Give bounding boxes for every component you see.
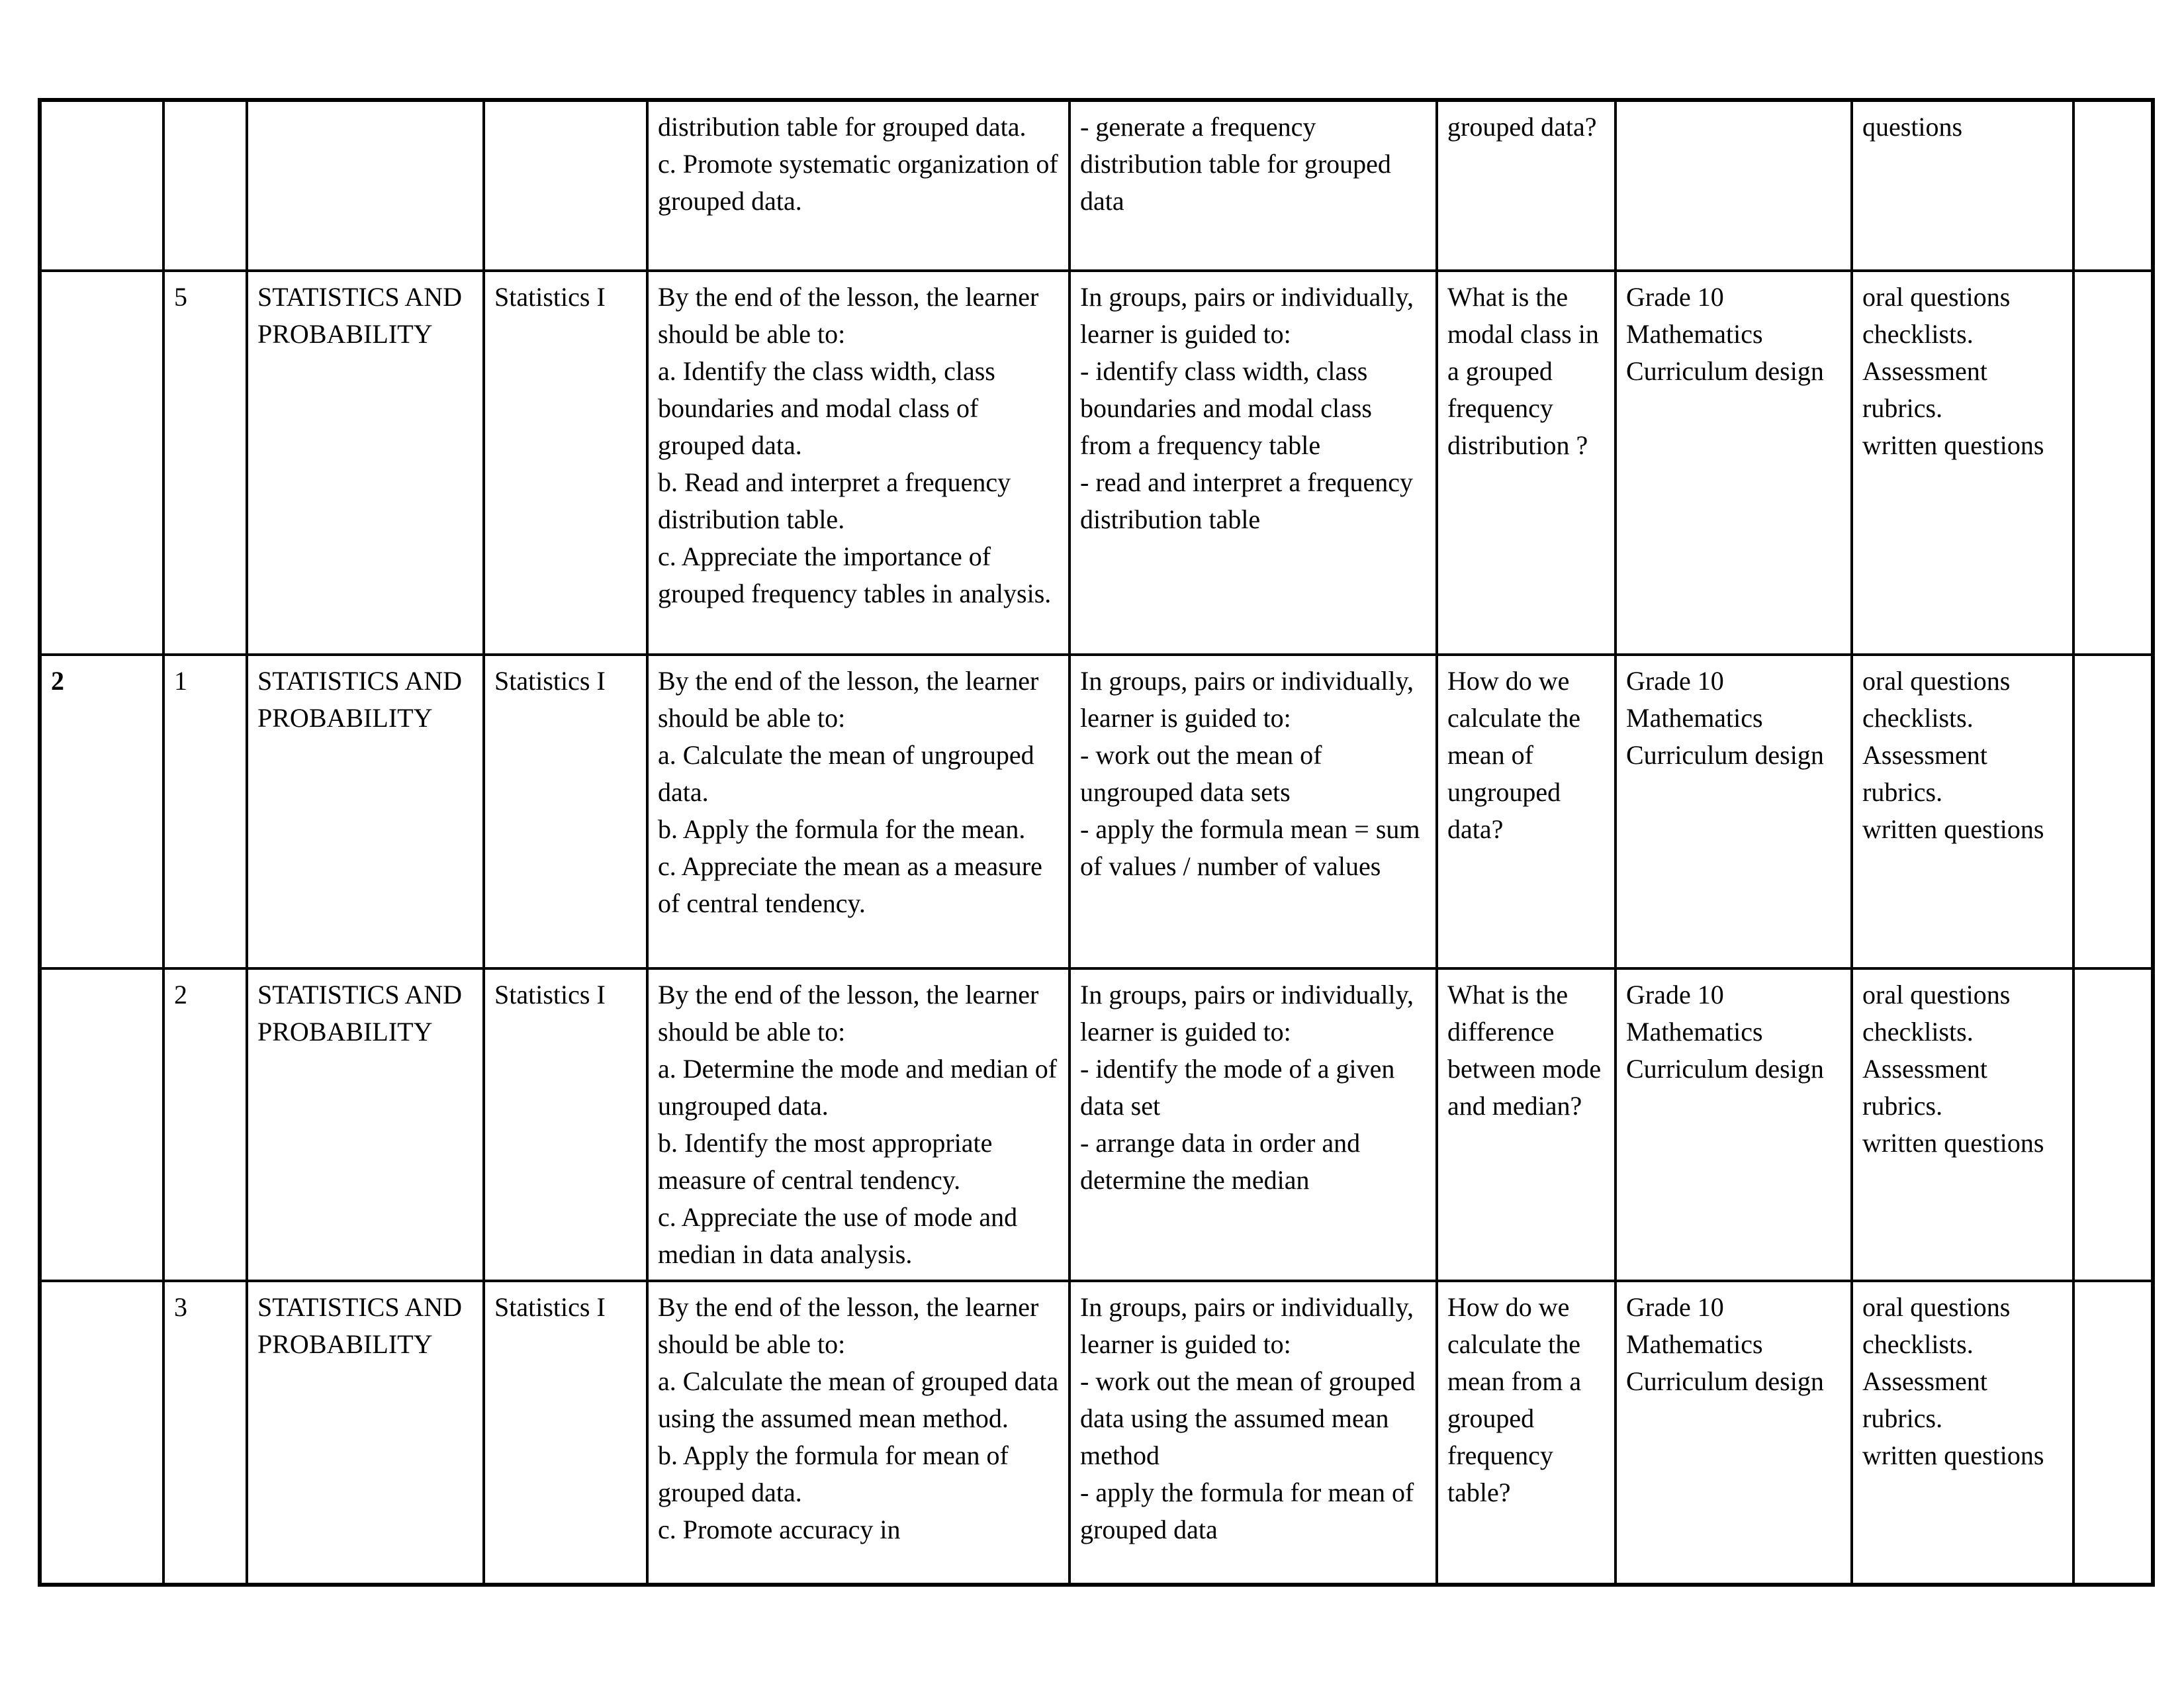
cell-week: 2 <box>38 653 165 970</box>
cell-assessment: oral questions checklists. Assessment ru… <box>1850 1280 2075 1586</box>
cell-assessment: oral questions checklists. Assessment ru… <box>1850 653 2075 970</box>
cell-activities: In groups, pairs or individually, learne… <box>1068 269 1438 656</box>
cell-remarks <box>2072 1280 2154 1586</box>
cell-activities: In groups, pairs or individually, learne… <box>1068 1280 1438 1586</box>
cell-strand: STATISTICS AND PROBABILITY <box>246 653 485 970</box>
cell-substrand: Statistics I <box>482 1280 649 1586</box>
cell-references: Grade 10 Mathematics Curriculum design <box>1614 269 1853 656</box>
table-row: 3 STATISTICS AND PROBABILITY Statistics … <box>38 1280 2154 1586</box>
cell-lesson-number: 1 <box>162 653 248 970</box>
cell-references <box>1614 99 1853 272</box>
cell-substrand: Statistics I <box>482 269 649 656</box>
cell-substrand: Statistics I <box>482 653 649 970</box>
cell-lesson-number: 5 <box>162 269 248 656</box>
cell-objectives: By the end of the lesson, the learner sh… <box>646 653 1071 970</box>
cell-remarks <box>2072 269 2154 656</box>
table-row: 2 STATISTICS AND PROBABILITY Statistics … <box>38 967 2154 1282</box>
cell-assessment: oral questions checklists. Assessment ru… <box>1850 967 2075 1282</box>
cell-assessment: oral questions checklists. Assessment ru… <box>1850 269 2075 656</box>
cell-objectives: By the end of the lesson, the learner sh… <box>646 1280 1071 1586</box>
cell-strand: STATISTICS AND PROBABILITY <box>246 967 485 1282</box>
cell-assessment: questions <box>1850 99 2075 272</box>
cell-activities: In groups, pairs or individually, learne… <box>1068 653 1438 970</box>
cell-objectives: By the end of the lesson, the learner sh… <box>646 269 1071 656</box>
table-row: distribution table for grouped data. c. … <box>38 99 2154 272</box>
cell-inquiry-question: How do we calculate the mean of ungroupe… <box>1435 653 1617 970</box>
cell-substrand: Statistics I <box>482 967 649 1282</box>
cell-references: Grade 10 Mathematics Curriculum design <box>1614 653 1853 970</box>
cell-activities: In groups, pairs or individually, learne… <box>1068 967 1438 1282</box>
cell-remarks <box>2072 99 2154 272</box>
cell-inquiry-question: How do we calculate the mean from a grou… <box>1435 1280 1617 1586</box>
cell-week <box>38 269 165 656</box>
table-row: 2 1 STATISTICS AND PROBABILITY Statistic… <box>38 653 2154 970</box>
cell-references: Grade 10 Mathematics Curriculum design <box>1614 1280 1853 1586</box>
cell-week <box>38 967 165 1282</box>
cell-strand: STATISTICS AND PROBABILITY <box>246 269 485 656</box>
cell-remarks <box>2072 967 2154 1282</box>
cell-substrand <box>482 99 649 272</box>
cell-week <box>38 1280 165 1586</box>
table-row: 5 STATISTICS AND PROBABILITY Statistics … <box>38 269 2154 656</box>
cell-objectives: distribution table for grouped data. c. … <box>646 99 1071 272</box>
cell-inquiry-question: What is the modal class in a grouped fre… <box>1435 269 1617 656</box>
cell-objectives: By the end of the lesson, the learner sh… <box>646 967 1071 1282</box>
cell-inquiry-question: What is the difference between mode and … <box>1435 967 1617 1282</box>
cell-lesson-number: 2 <box>162 967 248 1282</box>
cell-strand: STATISTICS AND PROBABILITY <box>246 1280 485 1586</box>
cell-remarks <box>2072 653 2154 970</box>
cell-week <box>38 99 165 272</box>
cell-references: Grade 10 Mathematics Curriculum design <box>1614 967 1853 1282</box>
cell-lesson-number: 3 <box>162 1280 248 1586</box>
cell-lesson-number <box>162 99 248 272</box>
cell-strand <box>246 99 485 272</box>
cell-inquiry-question: grouped data? <box>1435 99 1617 272</box>
cell-activities: - generate a frequency distribution tabl… <box>1068 99 1438 272</box>
scheme-of-work-table: distribution table for grouped data. c. … <box>38 98 2155 1587</box>
